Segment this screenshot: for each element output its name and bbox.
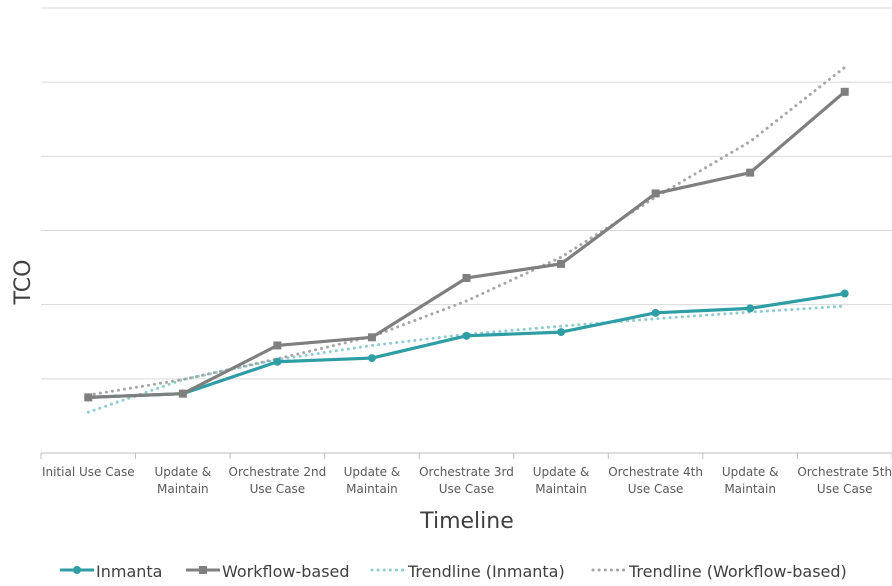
x-tick-label: Update & Maintain (344, 465, 401, 496)
x-axis-tick-labels: Initial Use Case Update & Maintain Orchestr… (42, 465, 892, 496)
data-point (178, 389, 187, 398)
data-point (557, 328, 566, 337)
legend-item: Inmanta (60, 562, 162, 581)
legend-marker (199, 566, 207, 574)
x-tick-label: Orchestrate 4th Use Case (608, 465, 703, 496)
y-axis-title: TCO (11, 260, 36, 306)
legend-item: Trendline (Workflow-based) (591, 562, 847, 581)
data-point (651, 308, 660, 317)
data-point (651, 189, 660, 198)
gridlines (41, 7, 892, 454)
legend-label: Trendline (Inmanta) (407, 562, 565, 581)
legend-label: Inmanta (96, 562, 162, 581)
series-layer (84, 65, 849, 414)
x-tick-label: Update & Maintain (155, 465, 212, 496)
x-tick-label: Update & Maintain (533, 465, 590, 496)
legend-item: Trendline (Inmanta) (370, 562, 565, 581)
series-line-inmanta (88, 291, 845, 399)
data-point (367, 354, 376, 363)
series-line-workflow-based (88, 90, 846, 399)
data-point (367, 333, 376, 342)
data-point (462, 273, 471, 282)
data-point (746, 304, 755, 313)
data-point (273, 341, 282, 350)
legend-marker (73, 566, 81, 574)
data-point (840, 289, 849, 298)
x-axis-title: Timeline (419, 509, 514, 534)
legend-item: Workflow-based (186, 562, 350, 581)
data-point (462, 331, 471, 340)
x-tick-label: Initial Use Case (42, 465, 135, 479)
series-line-trendline-workflow-based (86, 65, 847, 397)
series-line-trendline-inmanta (86, 304, 847, 414)
data-point (84, 393, 93, 402)
x-tick-label: Orchestrate 5th Use Case (797, 465, 892, 496)
data-point (840, 87, 849, 96)
data-point (273, 357, 282, 366)
legend-label: Trendline (Workflow-based) (628, 562, 847, 581)
x-tick-label: Orchestrate 3rd Use Case (419, 465, 514, 496)
x-axis-ticks (40, 453, 892, 459)
x-tick-label: Update & Maintain (722, 465, 779, 496)
x-tick-label: Orchestrate 2nd Use Case (229, 465, 327, 496)
data-point (746, 168, 755, 177)
legend: Inmanta Workflow-based Trendline (Inmanta)… (60, 562, 847, 581)
data-point (557, 259, 566, 268)
legend-label: Workflow-based (222, 562, 350, 581)
